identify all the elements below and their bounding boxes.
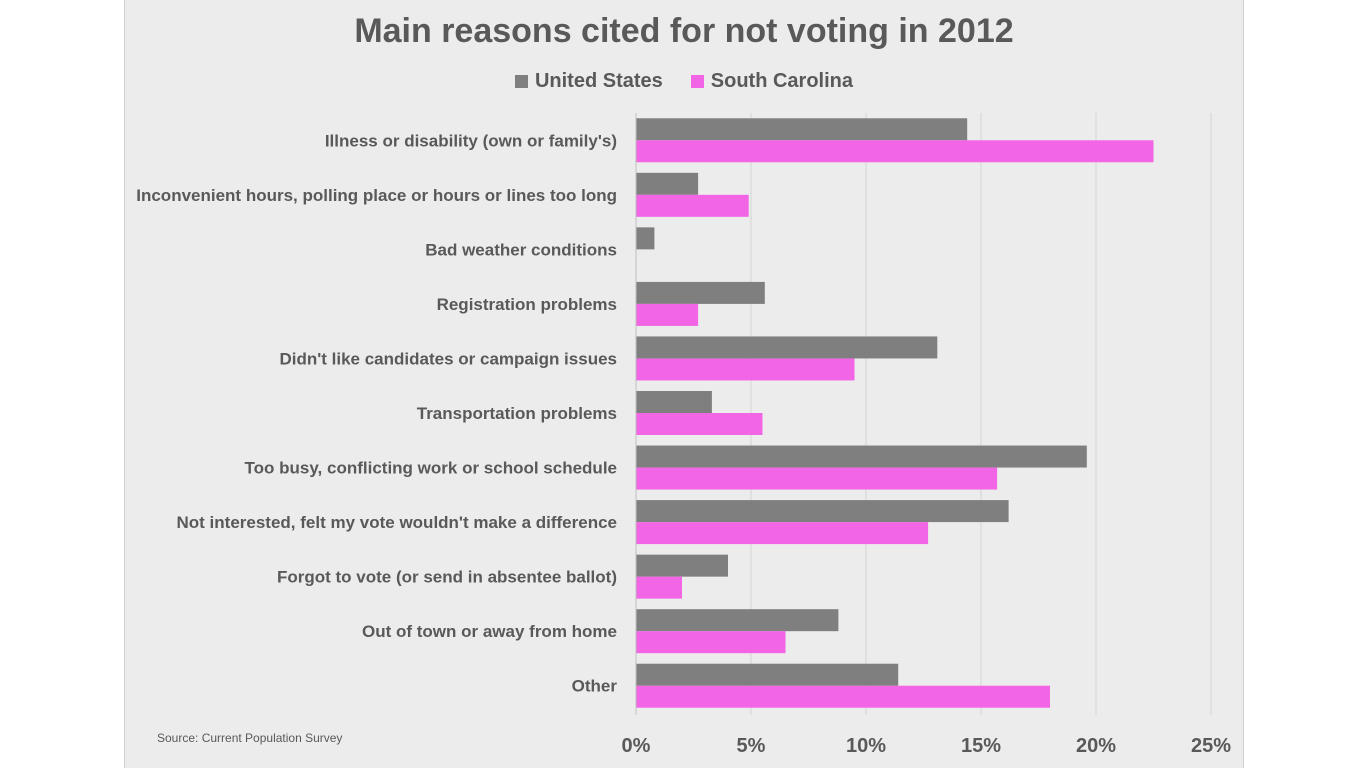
legend-label-south-carolina: South Carolina bbox=[710, 70, 854, 92]
category-label-forgot-to-vote-or-send-in-absentee-ballot: Forgot to vote (or send in absentee ball… bbox=[277, 568, 617, 587]
bar-united-states-illness-or-disability-own-or-family-s bbox=[636, 118, 968, 141]
bar-united-states-forgot-to-vote-or-send-in-absentee-ballot bbox=[636, 554, 728, 577]
category-label-inconvenient-hours-polling-place-or-hours-or-lines-too-long: Inconvenient hours, polling place or hou… bbox=[136, 186, 617, 205]
x-tick-label-25: 25% bbox=[1191, 735, 1231, 757]
legend-label-united-states: United States bbox=[534, 70, 663, 92]
bar-south-carolina-registration-problems bbox=[636, 303, 699, 326]
bar-south-carolina-other bbox=[636, 685, 1050, 708]
legend: United States South Carolina bbox=[125, 70, 1243, 93]
bar-south-carolina-not-interested-felt-my-vote-wouldn-t-make-a-difference bbox=[636, 522, 929, 545]
bar-south-carolina-too-busy-conflicting-work-or-school-schedule bbox=[636, 467, 998, 490]
source-note: Source: Current Population Survey bbox=[157, 731, 343, 745]
legend-entry-south-carolina: South Carolina bbox=[690, 70, 854, 93]
bar-south-carolina-forgot-to-vote-or-send-in-absentee-ballot bbox=[636, 576, 682, 599]
category-label-transportation-problems: Transportation problems bbox=[417, 404, 617, 423]
bar-united-states-out-of-town-or-away-from-home bbox=[636, 609, 839, 632]
bar-united-states-other bbox=[636, 663, 899, 686]
category-label-bad-weather-conditions: Bad weather conditions bbox=[425, 240, 617, 259]
bar-united-states-too-busy-conflicting-work-or-school-schedule bbox=[636, 445, 1087, 468]
category-label-out-of-town-or-away-from-home: Out of town or away from home bbox=[362, 622, 617, 641]
chart-slide: Main reasons cited for not voting in 201… bbox=[124, 0, 1244, 768]
category-label-illness-or-disability-own-or-family-s: Illness or disability (own or family's) bbox=[325, 131, 617, 150]
x-tick-label-5: 5% bbox=[737, 735, 766, 757]
category-label-too-busy-conflicting-work-or-school-schedule: Too busy, conflicting work or school sch… bbox=[245, 459, 617, 478]
bar-united-states-transportation-problems bbox=[636, 391, 712, 413]
bar-chart-plot: Illness or disability (own or family's) I… bbox=[136, 113, 1231, 757]
bar-south-carolina-transportation-problems bbox=[636, 413, 763, 435]
legend-entry-united-states: United States bbox=[514, 70, 663, 93]
x-tick-label-10: 10% bbox=[846, 735, 886, 757]
category-label-not-interested-felt-my-vote-wouldn-t-make-a-difference: Not interested, felt my vote wouldn't ma… bbox=[177, 513, 617, 532]
bar-united-states-bad-weather-conditions bbox=[636, 227, 655, 250]
bar-south-carolina-illness-or-disability-own-or-family-s bbox=[636, 140, 1154, 163]
bar-south-carolina-inconvenient-hours-polling-place-or-hours-or-lines-too-long bbox=[636, 194, 749, 217]
category-label-didn-t-like-candidates-or-campaign-issues: Didn't like candidates or campaign issue… bbox=[279, 349, 617, 368]
chart-title: Main reasons cited for not voting in 201… bbox=[354, 12, 1014, 50]
category-label-other: Other bbox=[572, 677, 618, 696]
legend-swatch-united-states bbox=[514, 75, 528, 88]
bar-south-carolina-out-of-town-or-away-from-home bbox=[636, 631, 786, 654]
x-tick-label-20: 20% bbox=[1076, 735, 1116, 757]
bar-united-states-inconvenient-hours-polling-place-or-hours-or-lines-too-long bbox=[636, 172, 699, 195]
x-tick-label-0: 0% bbox=[622, 735, 651, 757]
category-label-registration-problems: Registration problems bbox=[437, 295, 617, 314]
bar-south-carolina-didn-t-like-candidates-or-campaign-issues bbox=[636, 358, 855, 381]
x-tick-label-15: 15% bbox=[961, 735, 1001, 757]
bar-united-states-registration-problems bbox=[636, 281, 765, 304]
legend-swatch-south-carolina bbox=[690, 75, 704, 88]
bar-united-states-didn-t-like-candidates-or-campaign-issues bbox=[636, 336, 938, 359]
bar-united-states-not-interested-felt-my-vote-wouldn-t-make-a-difference bbox=[636, 500, 1009, 523]
